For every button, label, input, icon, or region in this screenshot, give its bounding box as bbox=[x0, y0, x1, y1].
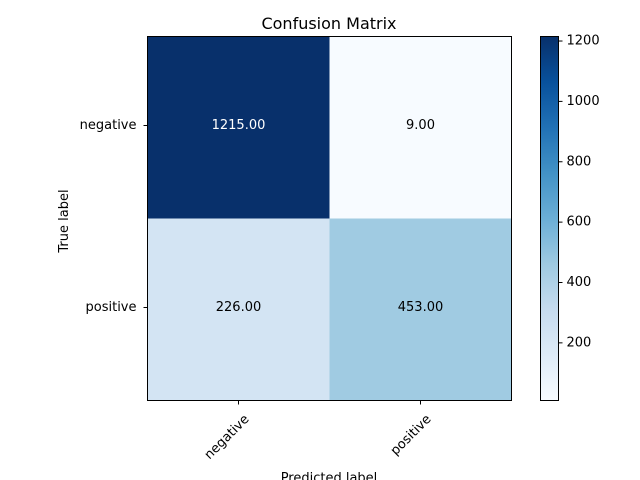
colorbar-tick-label: 400 bbox=[567, 275, 592, 290]
cell-value-label: 226.00 bbox=[216, 300, 262, 315]
heatmap-cell bbox=[147, 218, 330, 401]
y-axis-label: True label bbox=[57, 189, 72, 253]
cell-value-label: 453.00 bbox=[398, 300, 444, 315]
y-tick-label: negative bbox=[80, 118, 137, 133]
heatmap-cells bbox=[147, 36, 512, 401]
x-axis-ticks: negative positive bbox=[202, 400, 435, 463]
colorbar-tick-label: 200 bbox=[567, 335, 592, 350]
x-axis-label: Predicted label bbox=[281, 471, 378, 480]
cell-value-label: 1215.00 bbox=[212, 118, 266, 133]
colorbar-tick-label: 600 bbox=[567, 215, 592, 230]
y-axis-ticks: negative positive bbox=[80, 118, 148, 315]
chart-title: Confusion Matrix bbox=[261, 14, 396, 33]
plot-frame bbox=[147, 36, 512, 401]
y-tick-label: positive bbox=[86, 300, 137, 315]
colorbar-tick-label: 1000 bbox=[567, 94, 600, 109]
cell-value-label: 9.00 bbox=[406, 118, 435, 133]
x-tick-label: negative bbox=[202, 412, 253, 463]
heatmap-cell bbox=[147, 36, 330, 219]
colorbar-tick-label: 1200 bbox=[567, 34, 600, 49]
heatmap-cell bbox=[329, 218, 512, 401]
colorbar bbox=[540, 36, 559, 401]
heatmap-cell-labels: 1215.00 9.00 226.00 453.00 bbox=[212, 118, 444, 315]
colorbar-tick-label: 800 bbox=[567, 154, 592, 169]
colorbar-ticks: 200 400 600 800 1000 1200 bbox=[558, 34, 600, 350]
x-tick-label: positive bbox=[388, 412, 435, 459]
heatmap-cell bbox=[329, 36, 512, 219]
